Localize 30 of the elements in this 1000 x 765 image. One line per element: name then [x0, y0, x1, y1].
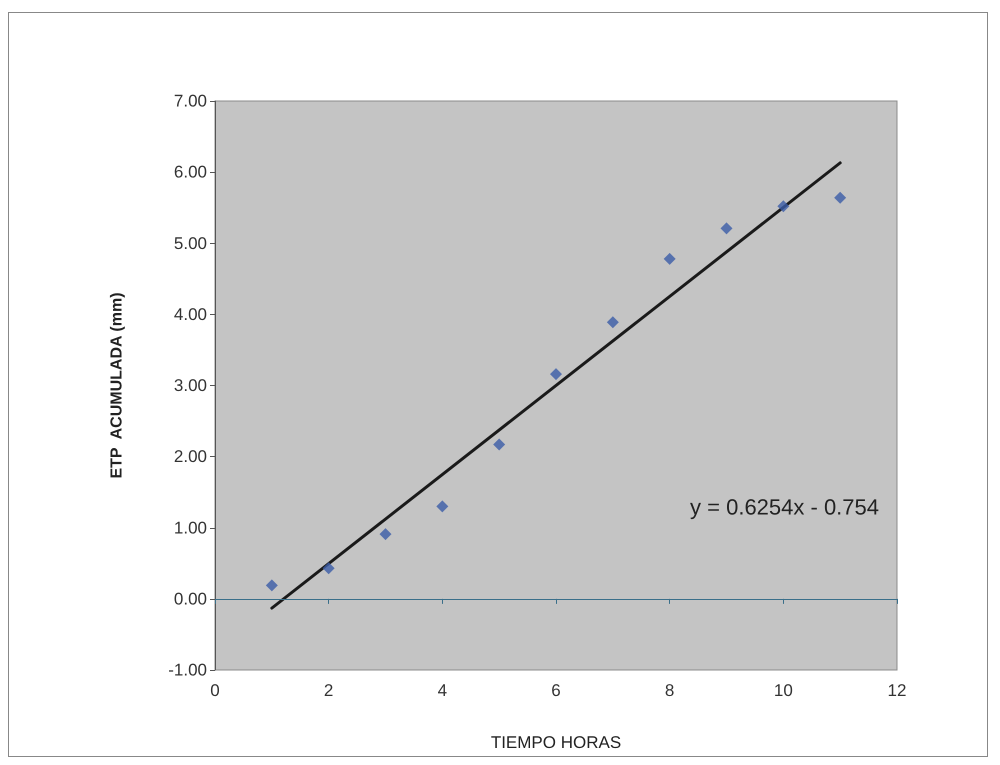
x-tick-label: 6 — [551, 681, 561, 700]
point — [436, 500, 448, 512]
x-tick-label: 2 — [324, 681, 334, 700]
point — [266, 579, 278, 592]
x-axis-title: TIEMPO HORAS — [490, 733, 622, 752]
y-tick-label: 4.00 — [174, 304, 207, 324]
y-tick-label: 1.00 — [174, 518, 207, 538]
y-tick-label: 5.00 — [174, 234, 207, 253]
y-axis-title: ETP ACUMULADA (mm) — [108, 292, 126, 479]
point — [777, 200, 790, 212]
point — [493, 438, 506, 451]
annotation: y = 0.6254x - 0.754 — [690, 494, 879, 520]
y-tick-label: 6.00 — [174, 162, 207, 182]
point — [380, 528, 392, 540]
point — [834, 192, 846, 204]
point — [720, 222, 732, 234]
y-tick-label: 2.00 — [174, 447, 207, 466]
y-tick-label: 7.00 — [174, 92, 207, 110]
point — [322, 562, 335, 574]
y-tick-label: -1.00 — [168, 660, 207, 680]
x-tick-label: 0 — [210, 681, 220, 700]
point — [550, 368, 562, 380]
point — [664, 252, 676, 265]
x-tick-label: 4 — [438, 681, 448, 700]
y-tick-label: 3.00 — [174, 376, 207, 395]
x-tick-label: 8 — [664, 681, 674, 700]
x-tick-label: 10 — [774, 681, 793, 700]
point — [606, 316, 619, 328]
x-tick-label: 12 — [888, 681, 906, 700]
y-tick-label: 0.00 — [174, 589, 207, 608]
